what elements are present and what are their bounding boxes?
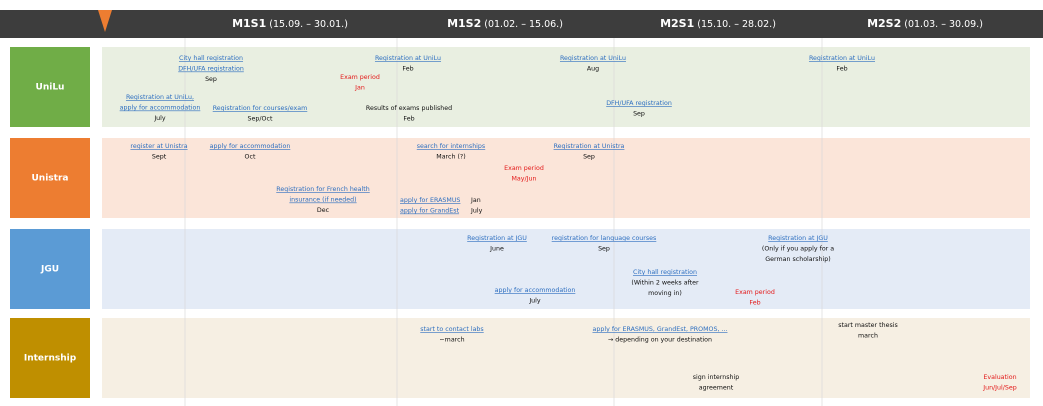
date-text: moving in): [648, 290, 682, 297]
link-text[interactable]: Registration for courses/exam: [213, 105, 308, 112]
row-label: Unistra: [32, 174, 69, 184]
semester-header: M1S2 (01.02. – 15.06.): [447, 17, 563, 30]
link-text[interactable]: register at Unistra: [130, 143, 187, 150]
link-text[interactable]: City hall registration: [179, 55, 243, 62]
row-label-box: [10, 318, 90, 398]
semester-dates: (15.09. – 30.01.): [269, 19, 348, 30]
date-text: Sep/Oct: [248, 116, 273, 123]
link-text[interactable]: Registration at JGU: [768, 235, 828, 242]
date-text: Oct: [245, 154, 256, 161]
date-text: Sept: [152, 154, 167, 161]
date-text: Sep: [633, 111, 645, 118]
semester-header: M1S1 (15.09. – 30.01.): [232, 17, 348, 30]
row-label-box: [10, 229, 90, 309]
link-text[interactable]: registration for language courses: [552, 235, 657, 242]
row-label-box: [10, 47, 90, 127]
date-text: sign internship: [693, 374, 740, 381]
date-text: July: [153, 115, 166, 122]
link-text[interactable]: Registration at JGU: [467, 235, 527, 242]
link-text[interactable]: City hall registration: [633, 269, 697, 276]
link-text[interactable]: apply for accommodation: [495, 287, 576, 294]
row-background: [102, 318, 1030, 398]
semester-name: M2S1: [660, 17, 694, 30]
date-text: Results of exams published: [366, 105, 452, 112]
link-text[interactable]: Registration at Unistra: [554, 143, 625, 150]
link-text[interactable]: apply for accommodation: [210, 143, 291, 150]
date-text: (Within 2 weeks after: [631, 280, 699, 287]
exam-text: Jun/Jul/Sep: [982, 385, 1017, 392]
date-text: Feb: [402, 66, 413, 73]
semester-header: M2S1 (15.10. – 28.02.): [660, 17, 776, 30]
row-label: Internship: [24, 354, 77, 364]
semester-name: M1S1: [232, 17, 266, 30]
exam-text: Feb: [749, 300, 760, 307]
link-text[interactable]: Registration at UniLu: [809, 55, 875, 62]
link-text[interactable]: apply for ERASMUS: [400, 197, 460, 204]
link-text[interactable]: apply for ERASMUS, GrandEst, PROMOS, ...: [592, 326, 727, 333]
header-bar: [0, 10, 1043, 38]
date-text: Feb: [836, 66, 847, 73]
date-text: Aug: [587, 66, 599, 73]
semester-name: M1S2: [447, 17, 481, 30]
exam-text: Exam period: [504, 165, 544, 172]
link-text[interactable]: insurance (if needed): [289, 197, 356, 204]
semester-dates: (01.03. – 30.09.): [904, 19, 983, 30]
date-text: march: [858, 333, 878, 340]
date-text: agreement: [699, 385, 734, 392]
link-text[interactable]: Registration for French health: [276, 186, 370, 193]
date-text: ~march: [439, 337, 464, 344]
date-text: Sep: [583, 154, 595, 161]
exam-text: Jan: [354, 85, 365, 92]
exam-text: Exam period: [735, 289, 775, 296]
date-text: Feb: [403, 116, 414, 123]
row-label-box: [10, 138, 90, 218]
row-background: [102, 229, 1030, 309]
date-text: July: [528, 298, 541, 305]
link-text[interactable]: Registration at UniLu: [375, 55, 441, 62]
date-text: Sep: [205, 76, 217, 83]
semester-name: M2S2: [867, 17, 901, 30]
semester-dates: (01.02. – 15.06.): [484, 19, 563, 30]
semester-dates: (15.10. – 28.02.): [697, 19, 776, 30]
exam-text: Evaluation: [983, 374, 1016, 381]
date-text: Dec: [317, 207, 330, 214]
date-text: March (?): [436, 154, 465, 161]
link-text[interactable]: start to contact labs: [420, 326, 483, 333]
date-text: Sep: [598, 246, 610, 253]
date-text: (Only if you apply for a: [762, 246, 834, 253]
semester-header: M2S2 (01.03. – 30.09.): [867, 17, 983, 30]
row-label: UniLu: [36, 83, 65, 93]
link-text[interactable]: search for internships: [417, 143, 485, 150]
link-text[interactable]: DFH/UFA registration: [606, 100, 672, 107]
row-background: [102, 47, 1030, 127]
link-text[interactable]: apply for GrandEst: [400, 208, 460, 215]
row-background: [102, 138, 1030, 218]
link-text[interactable]: Registration at UniLu,: [126, 94, 194, 101]
link-text[interactable]: Registration at UniLu: [560, 55, 626, 62]
date-text: German scholarship): [765, 256, 830, 263]
link-text[interactable]: apply for accommodation: [120, 105, 201, 112]
date-text: June: [489, 246, 504, 253]
row-label: JGU: [40, 265, 59, 275]
now-marker: [98, 10, 112, 32]
date-text: → depending on your destination: [608, 337, 712, 344]
exam-text: May/Jun: [512, 176, 537, 183]
date-text: start master thesis: [838, 322, 898, 329]
date-text: July: [470, 208, 483, 215]
link-text[interactable]: DFH/UFA registration: [178, 66, 244, 73]
exam-text: Exam period: [340, 74, 380, 81]
date-text: Jan: [470, 197, 481, 204]
